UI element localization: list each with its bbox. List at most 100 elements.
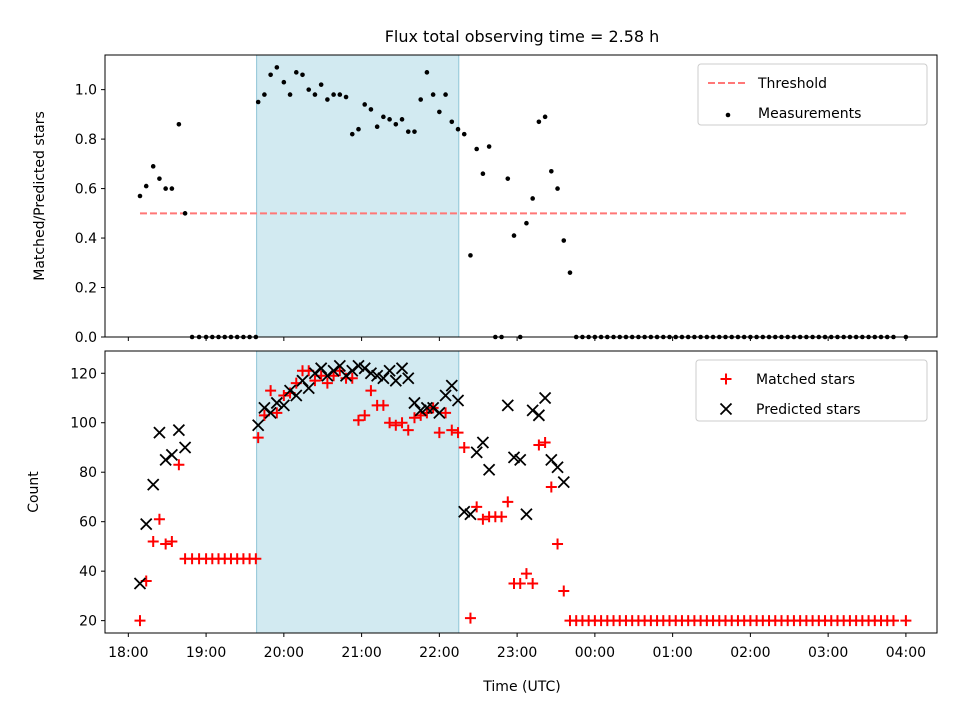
measurement-point (331, 92, 336, 97)
matched-point (552, 538, 564, 550)
x-axis-label: Time (UTC) (482, 679, 560, 695)
predicted-point (439, 389, 452, 402)
y-tick-label: 0.6 (75, 182, 97, 198)
predicted-point (358, 362, 371, 375)
legend-label-threshold: Threshold (757, 76, 827, 92)
predicted-point (482, 463, 496, 476)
measurement-point (157, 176, 162, 181)
y-tick-label: 120 (70, 366, 97, 382)
measurement-point (474, 146, 479, 152)
measurement-point (561, 238, 567, 243)
measurement-point (356, 126, 361, 132)
matched-point (520, 568, 532, 580)
predicted-point (302, 381, 315, 395)
matched-point (309, 375, 321, 387)
legend-box (697, 63, 928, 126)
predicted-point (147, 478, 160, 491)
highlight-span (256, 54, 460, 338)
count-panel: 18:00 19:00 20:00 21:00 22:00 23:00 00:00 01:00… (26, 350, 938, 661)
predicted-point (501, 399, 514, 412)
measurement-point (169, 186, 175, 191)
matched-point (271, 407, 283, 419)
x-tick-label: 19:00 (186, 645, 226, 661)
matched-point (250, 553, 262, 565)
matched-point (545, 481, 557, 493)
measurement-point (511, 233, 517, 238)
measurement-point (343, 94, 349, 100)
predicted-point (514, 453, 527, 466)
measurement-point (542, 114, 548, 120)
measurement-point (461, 131, 467, 137)
matched-point (452, 427, 464, 439)
measurement-point (399, 117, 405, 122)
predicted-point (520, 508, 533, 521)
x-tick-label: 23:00 (497, 645, 537, 661)
predicted-point (451, 394, 465, 407)
predicted-point (290, 389, 303, 402)
axes-frame (104, 350, 938, 634)
measurement-point (412, 129, 417, 134)
matched-point (433, 427, 445, 439)
matched-point (147, 535, 159, 547)
measurement-point (449, 119, 455, 125)
measurement-point (287, 92, 293, 97)
predicted-point (458, 505, 471, 518)
predicted-point (538, 391, 552, 405)
matched-point (321, 377, 333, 389)
matched-point (328, 370, 340, 382)
measurement-point (182, 211, 188, 216)
predicted-point (133, 577, 147, 590)
predicted-point (433, 406, 446, 419)
predicted-point (395, 362, 409, 375)
measurement-point (150, 164, 156, 169)
legend-marker-predicted (719, 402, 733, 416)
measurement-point (387, 117, 392, 122)
measurement-point (337, 92, 343, 97)
matched-point (352, 414, 364, 426)
measurement-point (281, 79, 287, 85)
measurement-point (468, 253, 473, 258)
predicted-point (389, 374, 402, 387)
measurement-point (318, 82, 324, 87)
measurement-point (268, 72, 273, 78)
predicted-point (264, 406, 277, 419)
matched-point (408, 412, 420, 424)
ratio-panel: 0.0 0.2 0.4 0.6 0.8 1.0 Matched/Predicted star… (32, 54, 938, 346)
matched-point (134, 615, 146, 627)
x-tick-label: 01:00 (652, 645, 692, 661)
matched-point (166, 535, 178, 547)
measurement-point (555, 186, 560, 191)
matched-point (402, 424, 414, 436)
x-tick-label: 03:00 (808, 645, 848, 661)
predicted-point (153, 426, 166, 439)
predicted-point (140, 518, 153, 531)
predicted-point (557, 475, 570, 489)
measurement-point (274, 65, 280, 70)
measurement-point (567, 270, 573, 275)
measurement-point (549, 168, 554, 174)
x-tick-label: 20:00 (264, 645, 304, 661)
predicted-point (402, 372, 415, 385)
x-tick-label: 02:00 (730, 645, 770, 661)
legend-box (695, 359, 928, 422)
y-tick-label: 80 (79, 465, 97, 481)
y-axis-label: Count (26, 471, 42, 513)
measurement-point (368, 107, 374, 112)
y-tick-label: 0.8 (75, 132, 97, 148)
matched-point (446, 424, 458, 436)
measurement-point (405, 129, 411, 134)
matched-point (377, 399, 389, 411)
matched-point (384, 417, 396, 429)
predicted-point (327, 364, 340, 377)
measurement-point (163, 186, 168, 191)
predicted-point (321, 369, 334, 382)
predicted-point (464, 508, 477, 521)
legend-marker-matched (720, 373, 732, 385)
matched-point (365, 385, 377, 397)
predicted-point (426, 401, 440, 415)
predicted-point (551, 461, 564, 474)
predicted-point (352, 359, 365, 372)
matched-point (527, 578, 539, 590)
matched-point (252, 432, 264, 444)
